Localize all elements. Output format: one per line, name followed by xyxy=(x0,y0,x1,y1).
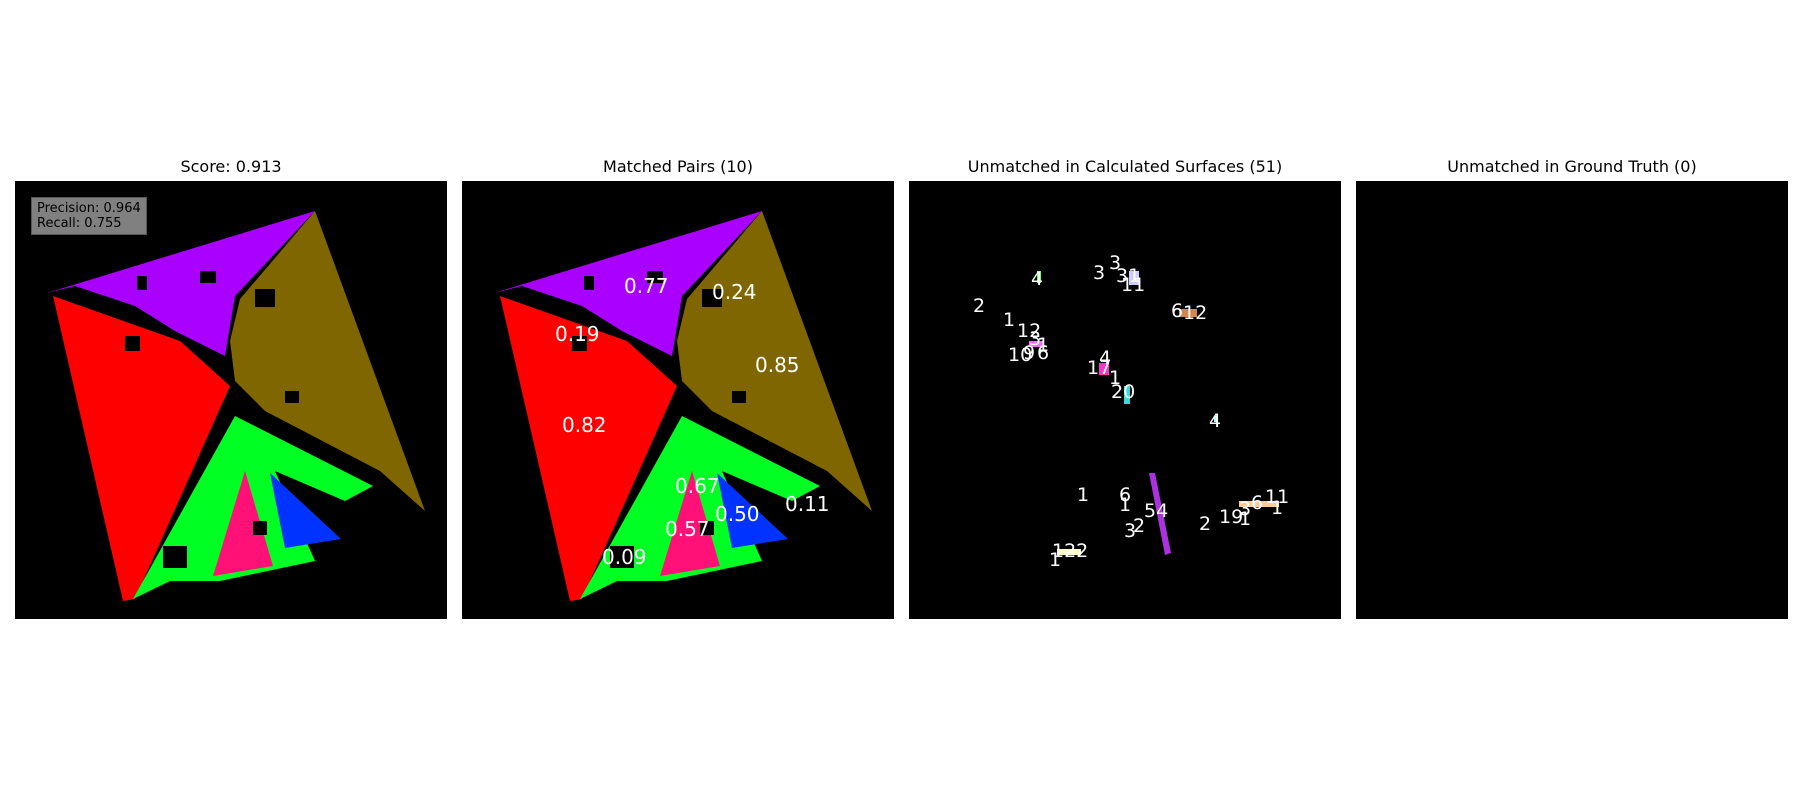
fragment-label: 1 xyxy=(1109,367,1121,389)
precision-text: Precision: 0.964 xyxy=(37,201,141,216)
fragment-label: 2 xyxy=(973,295,985,317)
surface-blue xyxy=(270,473,341,548)
fragment xyxy=(1029,341,1043,347)
fragment-label: 6 xyxy=(1171,300,1183,322)
fragment-label: 4 xyxy=(1099,347,1111,369)
fragment-label: 17 xyxy=(1087,357,1111,379)
match-label-small-3: 0.11 xyxy=(785,492,830,516)
fragment xyxy=(1099,363,1109,375)
fragment-label: 1 xyxy=(1239,508,1251,530)
fragment-label: 3 xyxy=(1093,262,1105,284)
fragment-label: 2 xyxy=(1199,513,1211,535)
fragment-label: 1 xyxy=(1003,309,1015,331)
surface-red xyxy=(53,296,230,601)
fragment xyxy=(1179,309,1197,317)
fragment xyxy=(1124,386,1130,404)
holes xyxy=(572,271,824,568)
panel-unmatched-calculated: 3 3 31 11 4 2 6 12 1 12 3 1 10 9 6 4 17 … xyxy=(909,181,1341,619)
panel-title-score: Score: 0.913 xyxy=(180,157,282,176)
panel-score: Precision: 0.964 Recall: 0.755 xyxy=(15,181,447,619)
segmentation-image-matched: 0.77 0.24 0.19 0.85 0.82 0.67 0.50 0.11 … xyxy=(462,181,894,619)
surface-pink xyxy=(213,471,273,576)
unmatched-labels: 3 3 31 11 4 2 6 12 1 12 3 1 10 9 6 4 17 … xyxy=(973,252,1289,571)
fragment-label: 1 xyxy=(1037,334,1049,356)
fragment-label: 19 xyxy=(1219,506,1243,528)
fragment xyxy=(1214,416,1218,422)
fragment xyxy=(1239,501,1279,507)
fragment-label: 3 xyxy=(1239,498,1251,520)
unmatched-fragments xyxy=(1029,271,1279,555)
fragment-label: 54 xyxy=(1144,500,1168,522)
fragment-label: 4 xyxy=(1209,410,1221,432)
holes xyxy=(125,271,377,568)
panel-title-matched: Matched Pairs (10) xyxy=(603,157,753,176)
surface-pink xyxy=(660,471,720,576)
stats-box: Precision: 0.964 Recall: 0.755 xyxy=(31,197,147,235)
matched-labels: 0.77 0.24 0.19 0.85 0.82 0.67 0.50 0.11 … xyxy=(555,274,830,569)
panel-title-unmatched-ground-truth: Unmatched in Ground Truth (0) xyxy=(1447,157,1697,176)
fragment-label: 9 xyxy=(1023,342,1035,364)
fragment-label: 12 xyxy=(1183,302,1207,324)
segmentation-image-score xyxy=(15,181,447,619)
surface-olive xyxy=(230,211,425,511)
fragment-label: 6 xyxy=(1119,484,1131,506)
fragment-label: 31 xyxy=(1116,265,1140,287)
fragment xyxy=(1057,549,1081,555)
surface-olive xyxy=(677,211,872,511)
panel-unmatched-ground-truth xyxy=(1356,181,1788,619)
match-label-purple: 0.77 xyxy=(624,274,669,298)
match-label-small-2: 0.19 xyxy=(555,322,600,346)
fragment xyxy=(1129,271,1139,285)
surface-group xyxy=(47,211,425,601)
surface-purple xyxy=(494,211,762,356)
fragment-label: 1 xyxy=(1049,549,1061,571)
fragment-label: 3 xyxy=(1124,520,1136,542)
panel-matched: 0.77 0.24 0.19 0.85 0.82 0.67 0.50 0.11 … xyxy=(462,181,894,619)
fragment-label: 1 xyxy=(1077,484,1089,506)
fragment-label: 6 xyxy=(1251,492,1263,514)
surface-red xyxy=(500,296,677,601)
fragment-label: 1 xyxy=(1271,497,1283,519)
match-label-red: 0.82 xyxy=(562,413,607,437)
match-label-small-4: 0.09 xyxy=(602,545,647,569)
unmatched-ground-truth-image xyxy=(1356,181,1788,619)
fragment-label: 6 xyxy=(1037,342,1049,364)
match-label-green: 0.67 xyxy=(675,474,720,498)
match-label-olive: 0.85 xyxy=(755,353,800,377)
fragment-label: 3 xyxy=(1029,328,1041,350)
fragment-label: 122 xyxy=(1052,540,1088,562)
fragment-purple-strip xyxy=(1149,473,1171,555)
fragment xyxy=(1037,271,1041,283)
fragment-label: 2 xyxy=(1133,515,1145,537)
surface-blue xyxy=(717,473,788,548)
fragment-label: 10 xyxy=(1008,344,1032,366)
match-label-small-1: 0.24 xyxy=(712,280,757,304)
recall-text: Recall: 0.755 xyxy=(37,216,122,231)
panel-title-unmatched-calculated: Unmatched in Calculated Surfaces (51) xyxy=(967,157,1283,176)
surface-purple xyxy=(47,211,315,356)
fragment-label: 1 xyxy=(1119,494,1131,516)
unmatched-calculated-image: 3 3 31 11 4 2 6 12 1 12 3 1 10 9 6 4 17 … xyxy=(909,181,1341,619)
fragment-label: 3 xyxy=(1109,252,1121,274)
fragment-label: 11 xyxy=(1121,274,1145,296)
fragment-label: 12 xyxy=(1017,320,1041,342)
fragment-label: 11 xyxy=(1265,486,1289,508)
match-label-blue: 0.50 xyxy=(715,502,760,526)
match-label-pink: 0.57 xyxy=(665,517,710,541)
fragment-label: 20 xyxy=(1111,381,1135,403)
fragment-label: 4 xyxy=(1031,268,1043,290)
